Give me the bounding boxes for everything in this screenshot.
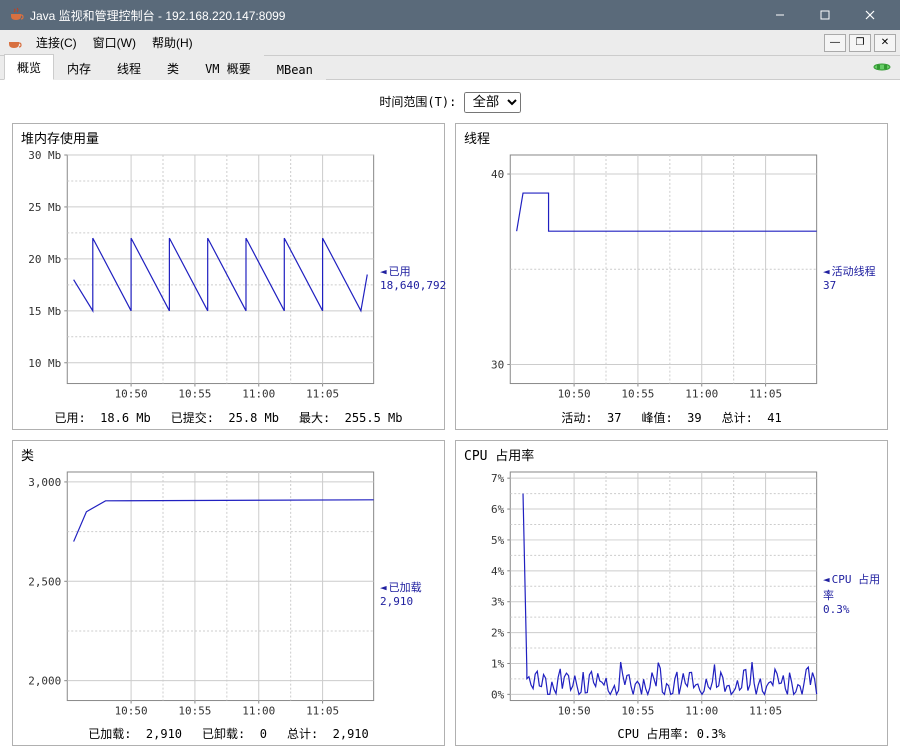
svg-text:20 Mb: 20 Mb bbox=[28, 253, 61, 266]
menu-window[interactable]: 窗口(W) bbox=[85, 31, 144, 54]
heap-side-label: ◄已用 18,640,792 bbox=[378, 149, 438, 406]
svg-text:10:50: 10:50 bbox=[115, 388, 148, 401]
java-icon bbox=[6, 35, 22, 51]
tab-threads[interactable]: 线程 bbox=[104, 55, 154, 80]
time-range-select[interactable]: 全部 bbox=[464, 92, 521, 113]
svg-text:11:00: 11:00 bbox=[242, 704, 275, 717]
maximize-button[interactable] bbox=[802, 0, 847, 30]
tab-classes[interactable]: 类 bbox=[154, 55, 192, 80]
threads-chart: 30 40 10:50 10:55 11:00 11:05 bbox=[462, 149, 821, 406]
panel-classes: 类 2,000 2,500 3,000 10:50 10:55 11:00 11:05 ◄已… bbox=[12, 440, 445, 747]
svg-text:11:00: 11:00 bbox=[685, 388, 718, 401]
svg-text:2%: 2% bbox=[491, 626, 505, 639]
svg-text:4%: 4% bbox=[491, 564, 505, 577]
svg-text:10:55: 10:55 bbox=[178, 388, 211, 401]
mdi-minimize-button[interactable]: — bbox=[824, 34, 846, 52]
svg-text:10 Mb: 10 Mb bbox=[28, 357, 61, 370]
java-icon bbox=[8, 7, 24, 23]
panel-threads: 线程 30 40 10:50 10:55 11:00 11:05 ◄活动线程 37 活动:… bbox=[455, 123, 888, 430]
classes-footer: 已加载: 2,910已卸载: 0总计: 2,910 bbox=[19, 722, 438, 743]
threads-side-label: ◄活动线程 37 bbox=[821, 149, 881, 406]
heap-footer: 已用: 18.6 Mb已提交: 25.8 Mb最大: 255.5 Mb bbox=[19, 406, 438, 427]
tab-vm[interactable]: VM 概要 bbox=[192, 55, 264, 80]
svg-text:15 Mb: 15 Mb bbox=[28, 305, 61, 318]
menubar: 连接(C) 窗口(W) 帮助(H) — ❐ ✕ bbox=[0, 30, 900, 56]
heap-chart: 10 Mb 15 Mb 20 Mb 25 Mb 30 Mb 10:50 10:55 11:00… bbox=[19, 149, 378, 406]
classes-chart: 2,000 2,500 3,000 10:50 10:55 11:00 11:05 bbox=[19, 466, 378, 723]
time-range-row: 时间范围(T): 全部 bbox=[12, 88, 888, 123]
svg-text:0%: 0% bbox=[491, 688, 505, 701]
titlebar: Java 监视和管理控制台 - 192.168.220.147:8099 bbox=[0, 0, 900, 30]
window-title: Java 监视和管理控制台 - 192.168.220.147:8099 bbox=[30, 7, 757, 24]
svg-text:11:05: 11:05 bbox=[306, 704, 339, 717]
tab-mbean[interactable]: MBean bbox=[264, 58, 326, 80]
close-button[interactable] bbox=[847, 0, 892, 30]
menu-connect[interactable]: 连接(C) bbox=[28, 31, 85, 54]
panel-title: 类 bbox=[19, 445, 438, 466]
svg-text:2,500: 2,500 bbox=[28, 575, 61, 588]
panel-title: 线程 bbox=[462, 128, 881, 149]
panel-cpu: CPU 占用率 0% 1% 2% 3% 4% 5% 6% 7% 10:50 10:55 11:00 1… bbox=[455, 440, 888, 747]
svg-text:10:55: 10:55 bbox=[178, 704, 211, 717]
svg-text:10:55: 10:55 bbox=[621, 704, 654, 717]
svg-text:11:00: 11:00 bbox=[685, 704, 718, 717]
panel-title: CPU 占用率 bbox=[462, 445, 881, 466]
svg-text:10:50: 10:50 bbox=[558, 704, 591, 717]
svg-text:11:05: 11:05 bbox=[306, 388, 339, 401]
tab-memory[interactable]: 内存 bbox=[54, 55, 104, 80]
cpu-footer: CPU 占用率: 0.3% bbox=[462, 722, 881, 743]
svg-text:11:00: 11:00 bbox=[242, 388, 275, 401]
svg-text:40: 40 bbox=[491, 168, 504, 181]
tab-overview[interactable]: 概览 bbox=[4, 54, 54, 80]
mdi-restore-button[interactable]: ❐ bbox=[849, 34, 871, 52]
panel-title: 堆内存使用量 bbox=[19, 128, 438, 149]
svg-text:1%: 1% bbox=[491, 657, 505, 670]
svg-text:7%: 7% bbox=[491, 472, 505, 485]
mdi-close-button[interactable]: ✕ bbox=[874, 34, 896, 52]
svg-text:3,000: 3,000 bbox=[28, 475, 61, 488]
svg-text:30 Mb: 30 Mb bbox=[28, 149, 61, 162]
threads-footer: 活动: 37峰值: 39总计: 41 bbox=[462, 406, 881, 427]
svg-text:10:55: 10:55 bbox=[621, 388, 654, 401]
svg-text:10:50: 10:50 bbox=[115, 704, 148, 717]
cpu-chart: 0% 1% 2% 3% 4% 5% 6% 7% 10:50 10:55 11:00 11:05 bbox=[462, 466, 821, 723]
time-range-label: 时间范围(T): bbox=[379, 95, 456, 109]
svg-text:25 Mb: 25 Mb bbox=[28, 201, 61, 214]
cpu-side-label: ◄CPU 占用率 0.3% bbox=[821, 466, 881, 723]
svg-text:2,000: 2,000 bbox=[28, 674, 61, 687]
menu-help[interactable]: 帮助(H) bbox=[144, 31, 201, 54]
minimize-button[interactable] bbox=[757, 0, 802, 30]
svg-text:3%: 3% bbox=[491, 595, 505, 608]
tabbar: 概览 内存 线程 类 VM 概要 MBean bbox=[0, 56, 900, 80]
svg-text:11:05: 11:05 bbox=[749, 704, 782, 717]
svg-text:10:50: 10:50 bbox=[558, 388, 591, 401]
connection-icon bbox=[872, 59, 892, 78]
classes-side-label: ◄已加载 2,910 bbox=[378, 466, 438, 723]
svg-text:6%: 6% bbox=[491, 503, 505, 516]
svg-text:5%: 5% bbox=[491, 533, 505, 546]
panel-heap: 堆内存使用量 10 Mb 15 Mb 20 Mb 25 Mb 30 Mb 10:50 10:… bbox=[12, 123, 445, 430]
svg-text:30: 30 bbox=[491, 358, 504, 371]
svg-text:11:05: 11:05 bbox=[749, 388, 782, 401]
